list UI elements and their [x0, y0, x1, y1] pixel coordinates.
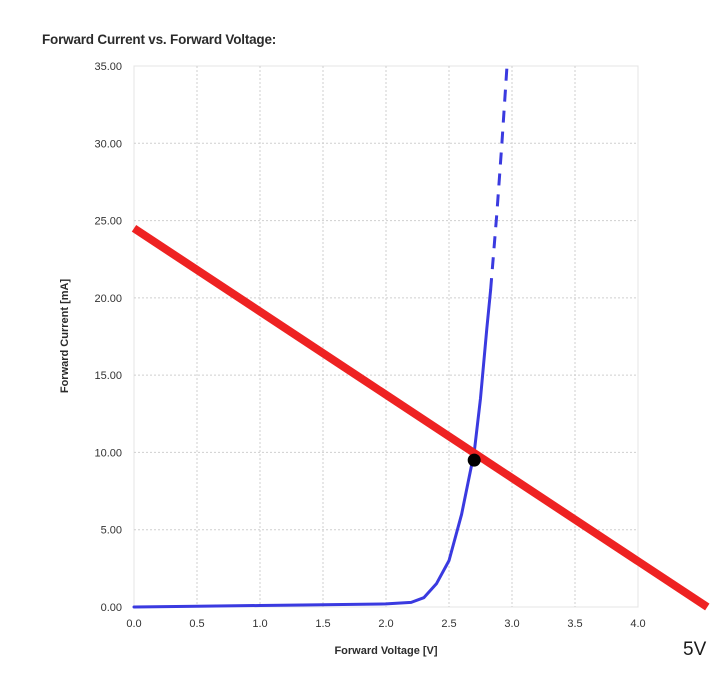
x-tick-label: 1.5: [315, 618, 330, 630]
x-tick-label: 2.0: [378, 618, 393, 630]
x-tick-label: 3.5: [567, 618, 582, 630]
chart-title: Forward Current vs. Forward Voltage:: [42, 32, 276, 47]
y-tick-label: 20.00: [94, 293, 122, 305]
y-tick-label: 10.00: [94, 447, 122, 459]
x-tick-label: 0.5: [189, 618, 204, 630]
y-tick-label: 0.00: [101, 602, 122, 614]
x-axis-label: Forward Voltage [V]: [334, 645, 437, 657]
y-tick-label: 25.00: [94, 216, 122, 228]
voltage-annotation: 5V: [683, 639, 707, 660]
y-tick-label: 5.00: [101, 525, 122, 537]
x-tick-label: 2.5: [441, 618, 456, 630]
operating-point: [467, 453, 481, 467]
x-tick-label: 1.0: [252, 618, 267, 630]
x-tick-label: 0.0: [126, 618, 141, 630]
iv-curve: [132, 288, 493, 609]
y-axis-label: Forward Current [mA]: [59, 279, 71, 394]
points-layer: [467, 453, 481, 467]
y-tick-label: 30.00: [94, 138, 122, 150]
load-line: [131, 224, 710, 611]
x-tick-label: 4.0: [630, 618, 645, 630]
x-tick-label: 3.0: [504, 618, 519, 630]
tick-labels: 0.0 0.5 1.0 1.5 2.0 2.5 3.0 3.5 4.0 0.00 5.00 10.00…: [94, 61, 645, 630]
y-tick-label: 35.00: [94, 61, 122, 73]
grid: [134, 66, 638, 607]
y-tick-label: 15.00: [94, 370, 122, 382]
series-layer: [131, 65, 710, 611]
iv-curve-extrapolated: [489, 65, 509, 291]
